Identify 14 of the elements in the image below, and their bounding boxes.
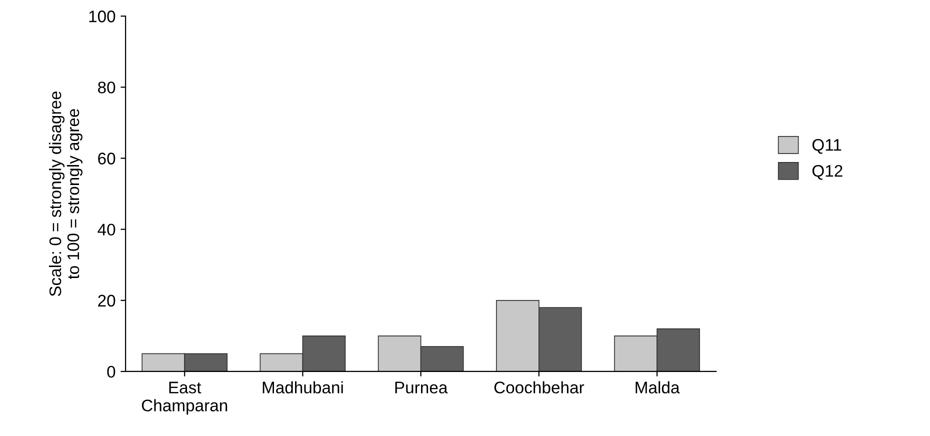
y-tick-label: 80 xyxy=(98,82,116,94)
x-tick-label: Purnea xyxy=(395,382,448,394)
y-tick-label: 100 xyxy=(89,10,116,22)
x-tick-label: Madhubani xyxy=(262,381,343,394)
x-tick-label: Coochbehar xyxy=(494,381,584,394)
x-tick-label: East Champaran xyxy=(142,382,228,415)
y-tick-label: 0 xyxy=(107,366,116,378)
y-tick-label: 20 xyxy=(98,294,116,307)
y-tick-label: 40 xyxy=(98,224,116,236)
x-tick-label: Malda xyxy=(636,381,680,394)
y-axis-title: Scale: 0 = strongly disagree to 100 = strongly agree xyxy=(48,91,82,296)
legend-label: Q12 xyxy=(812,164,842,180)
legend-label: Q11 xyxy=(812,139,842,154)
y-tick-label: 60 xyxy=(98,152,116,164)
